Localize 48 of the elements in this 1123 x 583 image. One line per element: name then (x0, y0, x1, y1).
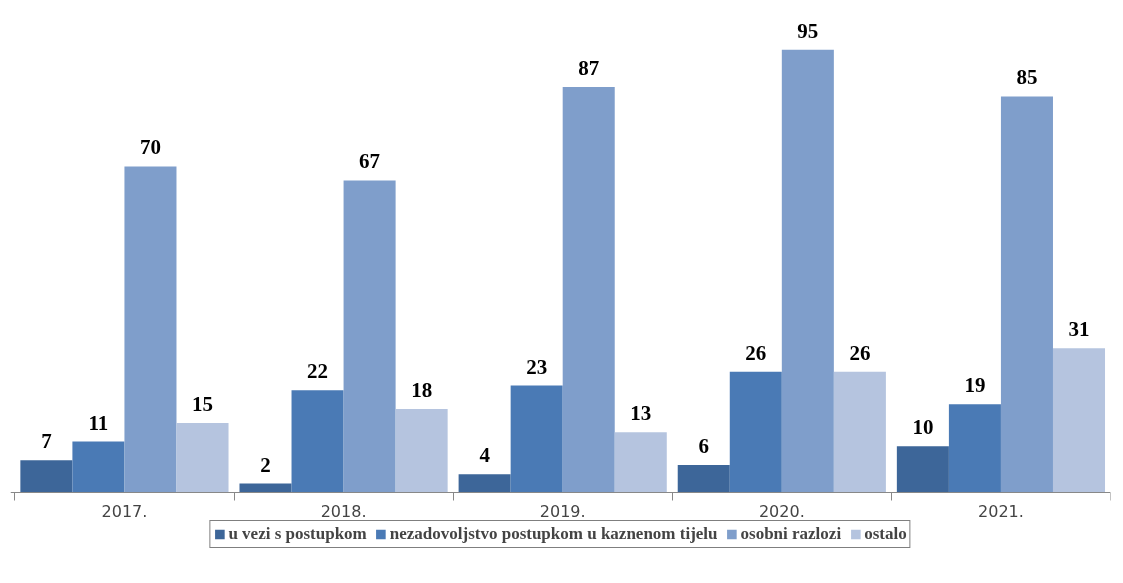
x-tick-label: 2021. (978, 501, 1024, 521)
data-label: 26 (849, 340, 871, 365)
bar (176, 422, 229, 493)
data-label: 87 (578, 56, 600, 81)
bar (677, 464, 730, 493)
legend-label: osobni razlozi (740, 524, 842, 544)
data-label: 4 (479, 443, 491, 468)
bar (291, 390, 344, 493)
data-label: 95 (797, 18, 819, 43)
legend-label: u vezi s postupkom (228, 524, 367, 544)
bar (124, 166, 177, 493)
data-label: 67 (359, 149, 381, 174)
bar (510, 385, 563, 493)
bar (896, 446, 949, 493)
data-label: 18 (411, 377, 433, 402)
data-label: 13 (630, 401, 652, 426)
bar (72, 441, 125, 493)
data-label: 31 (1068, 317, 1090, 342)
data-label: 19 (964, 373, 986, 398)
x-tick-label: 2019. (539, 501, 586, 521)
bar (833, 371, 886, 493)
data-label: 7 (41, 429, 52, 454)
x-tick-label: 2020. (758, 501, 805, 521)
data-label: 23 (526, 354, 548, 379)
data-label: 11 (88, 410, 109, 435)
bar (948, 404, 1001, 493)
data-label: 85 (1016, 65, 1038, 90)
bar (729, 371, 782, 493)
data-label: 6 (698, 433, 709, 458)
bar (395, 408, 448, 493)
data-label: 22 (307, 359, 329, 384)
data-label: 26 (745, 340, 767, 365)
bar (1052, 348, 1106, 493)
bar (562, 87, 615, 493)
data-label: 2 (260, 452, 271, 477)
legend-label: ostalo (864, 524, 907, 544)
bar (614, 432, 667, 493)
x-tick-label: 2017. (101, 501, 148, 521)
data-label: 10 (912, 415, 934, 440)
bar (343, 180, 396, 493)
bar (1000, 96, 1053, 493)
data-label: 70 (139, 135, 161, 160)
bar (20, 460, 73, 493)
x-tick-label: 2018. (320, 501, 367, 521)
data-label: 15 (192, 391, 214, 416)
bar (781, 49, 834, 493)
bar (458, 474, 511, 493)
legend-label: nezadovoljstvo postupkom u kaznenom tijelu (389, 524, 718, 544)
